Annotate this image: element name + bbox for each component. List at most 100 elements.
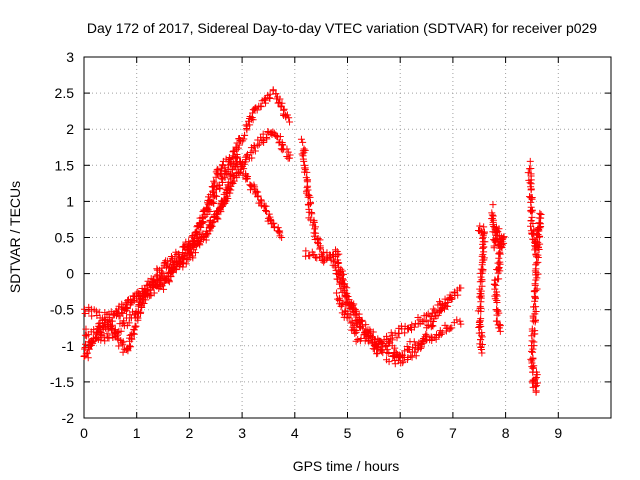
data-point	[475, 324, 483, 332]
x-tick-label: 7	[449, 425, 457, 441]
data-point	[142, 296, 150, 304]
data-point	[494, 321, 502, 329]
data-point	[429, 318, 437, 326]
data-point	[479, 256, 487, 264]
data-point	[414, 341, 422, 349]
data-point	[81, 309, 89, 317]
data-point	[448, 324, 456, 332]
data-point	[261, 96, 269, 104]
data-point	[344, 292, 352, 300]
data-point	[334, 259, 342, 267]
data-point	[355, 313, 363, 321]
data-point	[225, 154, 233, 162]
data-point	[262, 134, 270, 142]
data-point	[527, 355, 535, 363]
data-point	[437, 330, 445, 338]
data-point	[496, 327, 504, 335]
data-point	[117, 327, 125, 335]
data-point	[495, 250, 503, 258]
data-point	[333, 289, 341, 297]
series-track-10	[524, 157, 545, 396]
data-point	[229, 171, 237, 179]
data-point	[300, 149, 308, 157]
data-point	[222, 189, 230, 197]
data-point	[316, 236, 324, 244]
data-point	[253, 106, 261, 114]
data-point	[412, 352, 420, 360]
data-point	[107, 326, 115, 334]
data-point	[211, 179, 219, 187]
data-point	[361, 329, 369, 337]
data-point	[496, 260, 504, 268]
data-point	[186, 248, 194, 256]
data-point	[235, 170, 243, 178]
data-point	[477, 331, 485, 339]
data-point	[222, 155, 230, 163]
data-point	[349, 301, 357, 309]
data-point	[233, 154, 241, 162]
data-point	[304, 193, 312, 201]
data-point	[320, 258, 328, 266]
data-point	[401, 329, 409, 337]
grid-lines	[84, 57, 611, 418]
data-point	[297, 135, 305, 143]
data-point	[338, 267, 346, 275]
data-point	[210, 177, 218, 185]
data-point	[276, 232, 284, 240]
data-point	[477, 336, 485, 344]
data-point	[493, 288, 501, 296]
data-point	[310, 232, 318, 240]
data-point	[427, 323, 435, 331]
data-point	[370, 335, 378, 343]
data-point	[208, 222, 216, 230]
data-point	[474, 307, 482, 315]
data-point	[535, 225, 543, 233]
data-point	[119, 348, 127, 356]
data-point	[132, 322, 140, 330]
data-point	[493, 227, 501, 235]
data-point	[480, 248, 488, 256]
data-point	[526, 157, 534, 165]
data-point	[349, 308, 357, 316]
data-point	[417, 344, 425, 352]
data-point	[260, 96, 268, 104]
data-point	[335, 250, 343, 258]
data-point	[302, 247, 310, 255]
data-point	[257, 196, 265, 204]
data-point	[143, 282, 151, 290]
data-point	[224, 181, 232, 189]
data-point	[283, 145, 291, 153]
data-point	[129, 329, 137, 337]
data-point	[93, 329, 101, 337]
data-point	[528, 363, 536, 371]
data-point	[272, 90, 280, 98]
data-point	[210, 200, 218, 208]
data-point	[385, 350, 393, 358]
data-point	[527, 347, 535, 355]
data-point	[131, 323, 139, 331]
data-point	[276, 95, 284, 103]
data-point	[498, 243, 506, 251]
data-point	[528, 213, 536, 221]
data-point	[136, 309, 144, 317]
data-point	[313, 254, 321, 262]
data-point	[137, 301, 145, 309]
data-point	[303, 184, 311, 192]
data-point	[123, 305, 131, 313]
data-point	[251, 143, 259, 151]
data-point	[278, 99, 286, 107]
data-point	[217, 170, 225, 178]
data-point	[493, 265, 501, 273]
data-point	[528, 325, 536, 333]
data-point	[533, 371, 541, 379]
data-point	[199, 218, 207, 226]
data-point	[248, 154, 256, 162]
data-point	[444, 298, 452, 306]
y-tick-label: 2.5	[55, 85, 75, 101]
data-point	[108, 317, 116, 325]
data-point	[532, 295, 540, 303]
data-point	[274, 224, 282, 232]
data-point	[136, 292, 144, 300]
data-point	[92, 307, 100, 315]
data-point	[206, 227, 214, 235]
